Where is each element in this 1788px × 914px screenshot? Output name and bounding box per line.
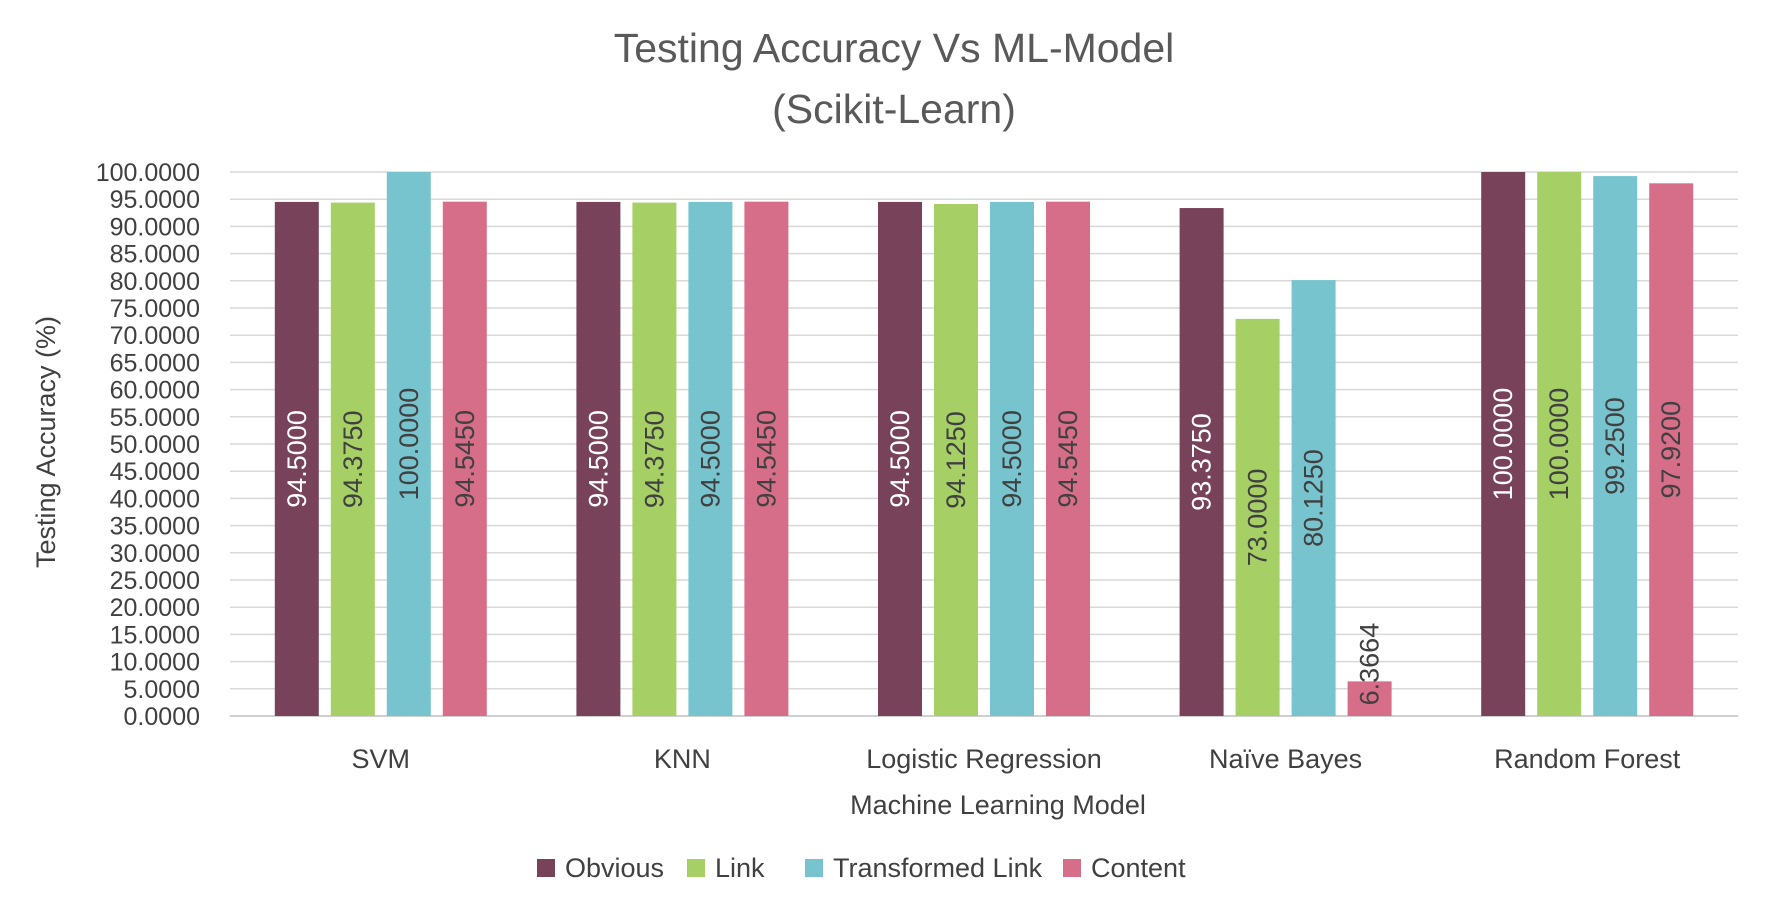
bar-link <box>1537 172 1582 716</box>
legend-label: Content <box>1091 853 1186 883</box>
bar-transformed-link <box>990 201 1034 717</box>
y-tick-label: 25.0000 <box>110 567 200 595</box>
y-tick-label: 50.0000 <box>110 431 200 459</box>
data-label: 94.5000 <box>997 410 1027 508</box>
bar-link <box>1235 318 1280 716</box>
x-category-label: SVM <box>352 744 411 774</box>
bar-obvious <box>1481 172 1526 716</box>
data-label: 94.5450 <box>450 410 480 508</box>
legend-swatch <box>805 859 823 877</box>
bar-link <box>632 202 677 717</box>
y-tick-label: 85.0000 <box>110 241 200 269</box>
data-label: 94.5000 <box>885 410 915 508</box>
data-label: 94.5450 <box>1053 410 1083 508</box>
bar-transformed-link <box>386 172 431 716</box>
data-label: 99.2500 <box>1600 397 1630 495</box>
x-axis-title: Machine Learning Model <box>850 790 1146 820</box>
data-label: 94.1250 <box>941 411 971 509</box>
bar-content <box>744 201 789 717</box>
data-label: 94.3750 <box>338 410 368 508</box>
bar-content <box>1046 201 1090 717</box>
y-tick-label: 65.0000 <box>110 349 200 377</box>
bar-transformed-link <box>1291 280 1336 716</box>
bars <box>274 172 1694 717</box>
y-tick-label: 0.0000 <box>124 703 200 731</box>
bar-obvious <box>1179 208 1224 717</box>
legend-label: Link <box>715 853 765 883</box>
y-tick-label: 10.0000 <box>110 649 200 677</box>
y-axis-title: Testing Accuracy (%) <box>31 316 61 568</box>
x-category-label: KNN <box>654 744 711 774</box>
y-tick-label: 30.0000 <box>110 540 200 568</box>
legend-swatch <box>1063 859 1081 877</box>
y-tick-label: 70.0000 <box>110 322 200 350</box>
y-tick-label: 75.0000 <box>110 295 200 323</box>
bar-obvious <box>576 201 621 717</box>
data-labels: 94.5000 94.3750 100.0000 94.5450 94.5000 94.3… <box>282 388 1686 706</box>
y-tick-label: 95.0000 <box>110 186 200 214</box>
data-label: 97.9200 <box>1656 401 1686 499</box>
data-label: 94.5450 <box>751 410 781 508</box>
y-tick-label: 20.0000 <box>110 594 200 622</box>
bar-content <box>1347 681 1392 716</box>
data-label: 100.0000 <box>394 388 424 501</box>
x-axis-category-labels: SVM KNN Logistic Regression Naïve Bayes Rand… <box>352 744 1681 774</box>
data-label: 94.5000 <box>282 410 312 508</box>
y-tick-label: 15.0000 <box>110 621 200 649</box>
bar-content <box>442 201 487 717</box>
bar-obvious <box>274 201 319 717</box>
bar-obvious <box>878 201 922 717</box>
data-label: 73.0000 <box>1243 469 1273 567</box>
data-label: 94.3750 <box>639 410 669 508</box>
bar-content <box>1649 183 1694 717</box>
data-label: 100.0000 <box>1488 388 1518 501</box>
y-tick-label: 5.0000 <box>124 676 200 704</box>
legend-label: Transformed Link <box>833 853 1043 883</box>
legend-label: Obvious <box>565 853 664 883</box>
bar-transformed-link <box>688 201 733 717</box>
data-label: 93.3750 <box>1187 413 1217 511</box>
chart-title: Testing Accuracy Vs ML-Model <box>614 25 1175 71</box>
data-label: 80.1250 <box>1299 449 1329 547</box>
bar-link <box>934 203 978 716</box>
legend-swatch <box>687 859 705 877</box>
y-tick-label: 90.0000 <box>110 213 200 241</box>
data-label: 6.3664 <box>1355 623 1385 706</box>
y-tick-label: 100.0000 <box>96 159 200 187</box>
data-label: 94.5000 <box>695 410 725 508</box>
legend-swatch <box>537 859 555 877</box>
x-category-label: Logistic Regression <box>866 744 1102 774</box>
y-tick-label: 35.0000 <box>110 513 200 541</box>
y-tick-label: 55.0000 <box>110 404 200 432</box>
x-category-label: Random Forest <box>1494 744 1681 774</box>
data-label: 100.0000 <box>1544 388 1574 501</box>
y-tick-label: 40.0000 <box>110 485 200 513</box>
y-tick-label: 45.0000 <box>110 458 200 486</box>
y-tick-label: 60.0000 <box>110 377 200 405</box>
bar-link <box>330 202 375 717</box>
chart-subtitle: (Scikit-Learn) <box>772 86 1016 132</box>
bar-transformed-link <box>1593 176 1638 716</box>
x-category-label: Naïve Bayes <box>1209 744 1362 774</box>
y-axis-tick-labels: 0.00005.000010.000015.000020.000025.0000… <box>96 159 200 731</box>
legend: Obvious Link Transformed Link Content <box>537 853 1186 883</box>
data-label: 94.5000 <box>583 410 613 508</box>
y-tick-label: 80.0000 <box>110 268 200 296</box>
